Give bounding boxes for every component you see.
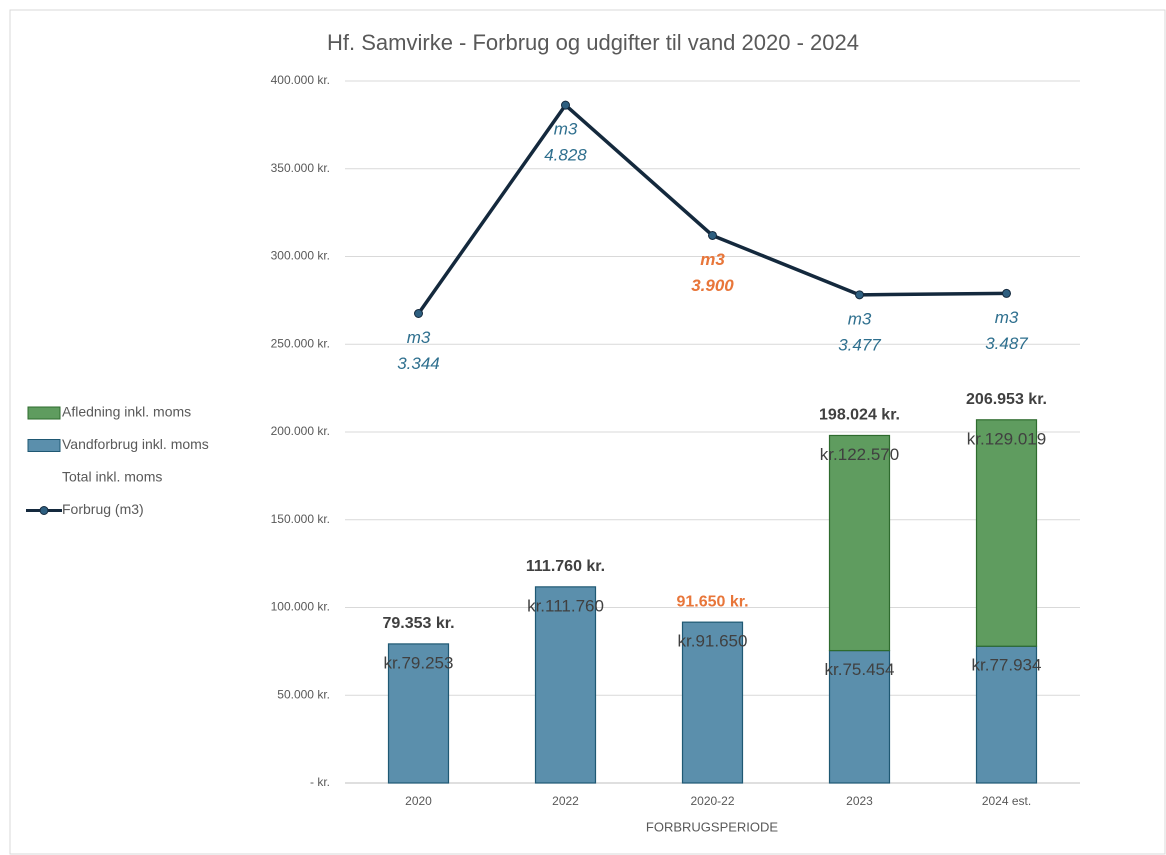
- x-tick-label: 2024 est.: [982, 794, 1031, 808]
- y-tick-label: 250.000 kr.: [271, 336, 330, 350]
- legend-swatch: [39, 506, 49, 515]
- bar-value-label: kr.79.253: [384, 653, 454, 672]
- chart-border: [9, 9, 1166, 855]
- y-tick-label: 300.000 kr.: [271, 249, 330, 263]
- bar-segment: [534, 586, 597, 784]
- legend-swatch: [27, 406, 61, 420]
- legend-swatch: [27, 439, 61, 452]
- bar-segment: [975, 419, 1038, 647]
- total-label: 198.024 kr.: [819, 407, 900, 424]
- total-label: 111.760 kr.: [526, 558, 605, 575]
- line-value-label: 3.477: [838, 335, 881, 354]
- legend-label: Total inkl. moms: [62, 469, 162, 485]
- total-label: 206.953 kr.: [966, 391, 1047, 408]
- y-tick-label: 400.000 kr.: [271, 73, 330, 87]
- bar-value-label: kr.129.019: [967, 429, 1046, 448]
- x-tick-label: 2020-22: [690, 794, 734, 808]
- bar-segment: [975, 645, 1038, 784]
- total-label: 91.650 kr.: [676, 593, 748, 610]
- line-point: [414, 309, 423, 319]
- x-tick-label: 2022: [552, 794, 579, 808]
- line-point: [855, 290, 864, 300]
- y-tick-label: 150.000 kr.: [271, 512, 330, 526]
- line-unit-label: m3: [407, 328, 431, 347]
- line-point: [708, 230, 717, 240]
- y-tick-label: 50.000 kr.: [277, 687, 330, 701]
- y-tick-label: 200.000 kr.: [271, 424, 330, 438]
- line-value-label: 3.900: [691, 276, 734, 295]
- bar-value-label: kr.77.934: [972, 656, 1042, 675]
- line-unit-label: m3: [554, 120, 578, 139]
- line-point: [561, 100, 570, 110]
- line-point: [1002, 288, 1011, 298]
- bar-value-label: kr.111.760: [527, 596, 604, 615]
- x-tick-label: 2023: [846, 794, 873, 808]
- bar-segment: [828, 434, 891, 652]
- line-unit-label: m3: [848, 309, 872, 328]
- y-tick-label: 350.000 kr.: [271, 161, 330, 175]
- legend-label: Vandforbrug inkl. moms: [62, 436, 209, 452]
- legend-label: Forbrug (m3): [62, 501, 144, 517]
- chart-title: Hf. Samvirke - Forbrug og udgifter til v…: [327, 30, 859, 55]
- line-value-label: 3.487: [985, 334, 1028, 353]
- total-label: 79.353 kr.: [382, 615, 454, 632]
- bar-value-label: kr.122.570: [820, 445, 899, 464]
- bar-value-label: kr.91.650: [678, 632, 748, 651]
- line-unit-label: m3: [700, 250, 725, 269]
- legend-label: Afledning inkl. moms: [62, 404, 191, 420]
- bar-segment: [681, 621, 744, 784]
- line-unit-label: m3: [995, 308, 1019, 327]
- y-tick-label: 100.000 kr.: [271, 600, 330, 614]
- bar-segment: [387, 643, 450, 784]
- x-axis-title: FORBRUGSPERIODE: [646, 819, 779, 834]
- y-tick-label: - kr.: [310, 775, 330, 789]
- line-value-label: 3.344: [397, 354, 440, 373]
- bar-value-label: kr.75.454: [825, 660, 895, 679]
- line-value-label: 4.828: [544, 146, 587, 165]
- x-tick-label: 2020: [405, 794, 432, 808]
